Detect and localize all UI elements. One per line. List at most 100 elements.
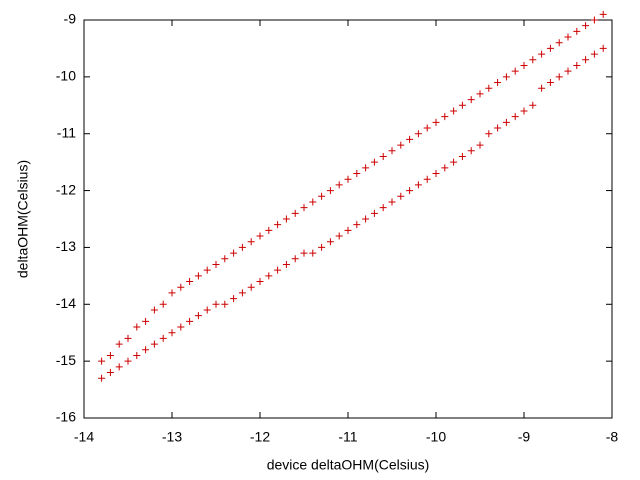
point <box>362 215 370 223</box>
point <box>590 16 598 24</box>
point <box>159 334 167 342</box>
point <box>529 101 537 109</box>
point <box>115 363 123 371</box>
point <box>423 124 431 132</box>
x-tick-label: -14 <box>74 429 94 445</box>
point <box>274 221 282 229</box>
point <box>309 198 317 206</box>
point <box>599 10 607 18</box>
point <box>432 170 440 178</box>
point <box>564 67 572 75</box>
point <box>221 255 229 263</box>
point <box>590 50 598 58</box>
point <box>520 61 528 69</box>
point <box>423 175 431 183</box>
point <box>247 283 255 291</box>
point <box>124 334 132 342</box>
point <box>256 278 264 286</box>
point <box>379 152 387 160</box>
point <box>414 130 422 138</box>
point <box>177 283 185 291</box>
x-tick-label: -9 <box>518 429 531 445</box>
point <box>300 249 308 257</box>
point <box>106 351 114 359</box>
point <box>344 226 352 234</box>
point <box>494 79 502 87</box>
point <box>203 266 211 274</box>
point <box>291 255 299 263</box>
y-tick-label: -11 <box>57 124 76 140</box>
point <box>230 249 238 257</box>
point <box>142 346 150 354</box>
point <box>168 289 176 297</box>
x-axis-label: device deltaOHM(Celsius) <box>267 457 430 473</box>
point <box>406 135 414 143</box>
point <box>370 158 378 166</box>
point <box>335 232 343 240</box>
point <box>133 323 141 331</box>
point <box>274 266 282 274</box>
point <box>511 113 519 121</box>
plot-frame <box>83 19 613 419</box>
point <box>150 306 158 314</box>
point <box>256 232 264 240</box>
point <box>212 300 220 308</box>
point <box>502 118 510 126</box>
point <box>133 351 141 359</box>
point <box>397 141 405 149</box>
point <box>177 323 185 331</box>
y-tick-label: -16 <box>56 409 76 425</box>
point <box>150 340 158 348</box>
point <box>546 79 554 87</box>
point <box>467 96 475 104</box>
point <box>370 209 378 217</box>
point <box>318 192 326 200</box>
point <box>441 113 449 121</box>
point <box>335 181 343 189</box>
point <box>494 124 502 132</box>
point <box>282 215 290 223</box>
point <box>529 56 537 64</box>
point <box>458 152 466 160</box>
point <box>599 44 607 52</box>
point <box>406 187 414 195</box>
y-axis-label: deltaOHM(Celsius) <box>15 160 31 278</box>
point <box>326 238 334 246</box>
point <box>520 107 528 115</box>
point <box>168 329 176 337</box>
point <box>362 164 370 172</box>
x-tick-label: -11 <box>338 429 357 445</box>
y-tick-label: -9 <box>64 11 77 27</box>
point <box>564 33 572 41</box>
point <box>238 243 246 251</box>
point <box>326 187 334 195</box>
point <box>458 101 466 109</box>
point <box>212 260 220 268</box>
point <box>203 306 211 314</box>
point <box>450 158 458 166</box>
point <box>238 289 246 297</box>
point <box>538 50 546 58</box>
point <box>282 260 290 268</box>
point <box>546 44 554 52</box>
point <box>106 369 114 377</box>
point <box>265 272 273 280</box>
point <box>309 249 317 257</box>
point <box>98 374 106 382</box>
point <box>379 204 387 212</box>
point <box>485 84 493 92</box>
x-tick-label: -12 <box>250 429 270 445</box>
point <box>291 209 299 217</box>
y-tick-label: -13 <box>56 238 76 254</box>
point <box>582 56 590 64</box>
point <box>397 192 405 200</box>
point <box>485 130 493 138</box>
point <box>450 107 458 115</box>
point <box>476 141 484 149</box>
point <box>555 39 563 47</box>
point <box>186 317 194 325</box>
point <box>432 118 440 126</box>
point <box>247 238 255 246</box>
